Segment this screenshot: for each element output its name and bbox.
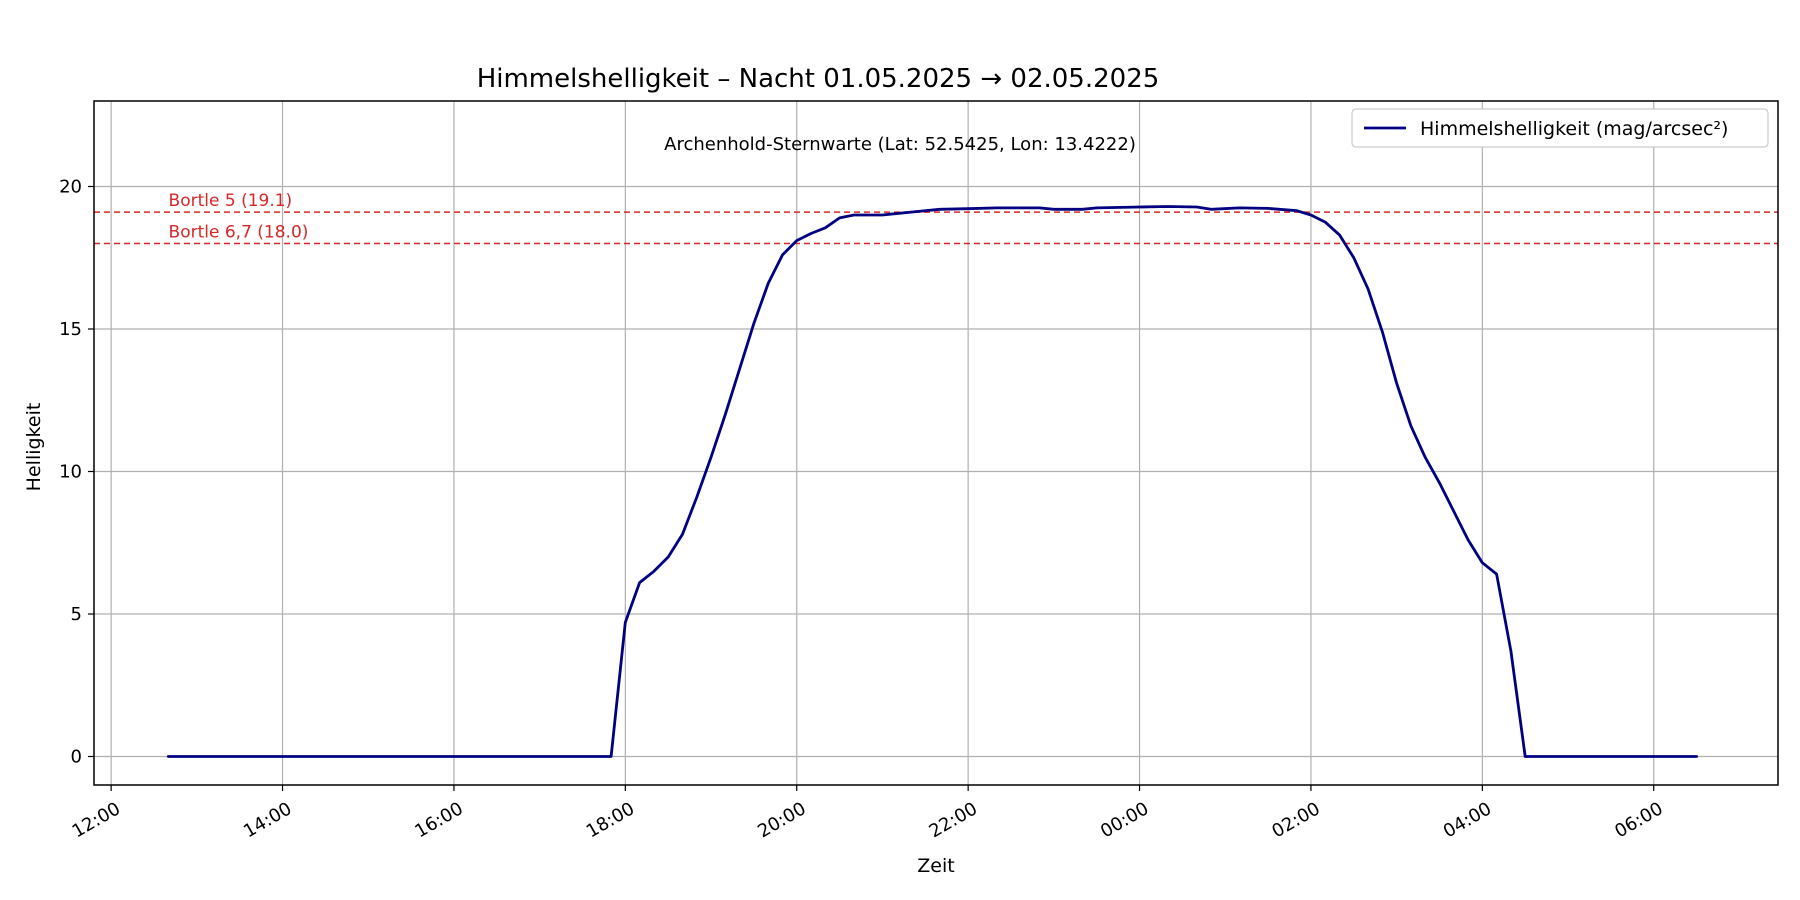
series-line xyxy=(166,205,1698,758)
y-tick-label: 10 xyxy=(59,462,82,483)
x-tick-label: 02:00 xyxy=(1268,798,1323,842)
y-tick-label: 20 xyxy=(59,177,82,198)
x-tick-label: 22:00 xyxy=(926,798,981,842)
y-axis: 0 5 10 15 20 xyxy=(59,177,94,768)
x-tick-label: 06:00 xyxy=(1611,798,1666,842)
y-axis-label: Helligkeit xyxy=(23,403,45,492)
y-tick-label: 15 xyxy=(59,319,82,340)
grid-lines xyxy=(94,101,1778,785)
legend: Himmelshelligkeit (mag/arcsec²) xyxy=(1351,108,1769,148)
x-tick-label: 20:00 xyxy=(754,798,809,842)
x-tick-label: 16:00 xyxy=(411,798,466,842)
x-axis: 12:00 14:00 16:00 18:00 20:00 22:00 00:00 02:00… xyxy=(69,785,1667,842)
reference-line-label: Bortle 5 (19.1) xyxy=(169,191,293,211)
plot-frame xyxy=(93,100,1779,786)
x-tick-label: 18:00 xyxy=(583,798,638,842)
chart-title: Himmelshelligkeit – Nacht 01.05.2025 → 0… xyxy=(477,64,1160,94)
reference-lines: Bortle 5 (19.1) Bortle 6,7 (18.0) xyxy=(94,191,1778,245)
reference-line-label: Bortle 6,7 (18.0) xyxy=(169,223,309,243)
x-tick-label: 00:00 xyxy=(1097,798,1152,842)
chart-subtitle: Archenhold-Sternwarte (Lat: 52.5425, Lon… xyxy=(664,134,1136,155)
y-tick-label: 5 xyxy=(71,604,82,625)
data-series xyxy=(166,205,1698,758)
y-tick-label: 0 xyxy=(71,747,82,768)
x-tick-label: 04:00 xyxy=(1440,798,1495,842)
legend-entry: Himmelshelligkeit (mag/arcsec²) xyxy=(1420,118,1728,140)
x-tick-label: 12:00 xyxy=(69,798,124,842)
x-axis-label: Zeit xyxy=(917,855,954,877)
x-tick-label: 14:00 xyxy=(240,798,295,842)
legend-box xyxy=(1351,108,1769,148)
